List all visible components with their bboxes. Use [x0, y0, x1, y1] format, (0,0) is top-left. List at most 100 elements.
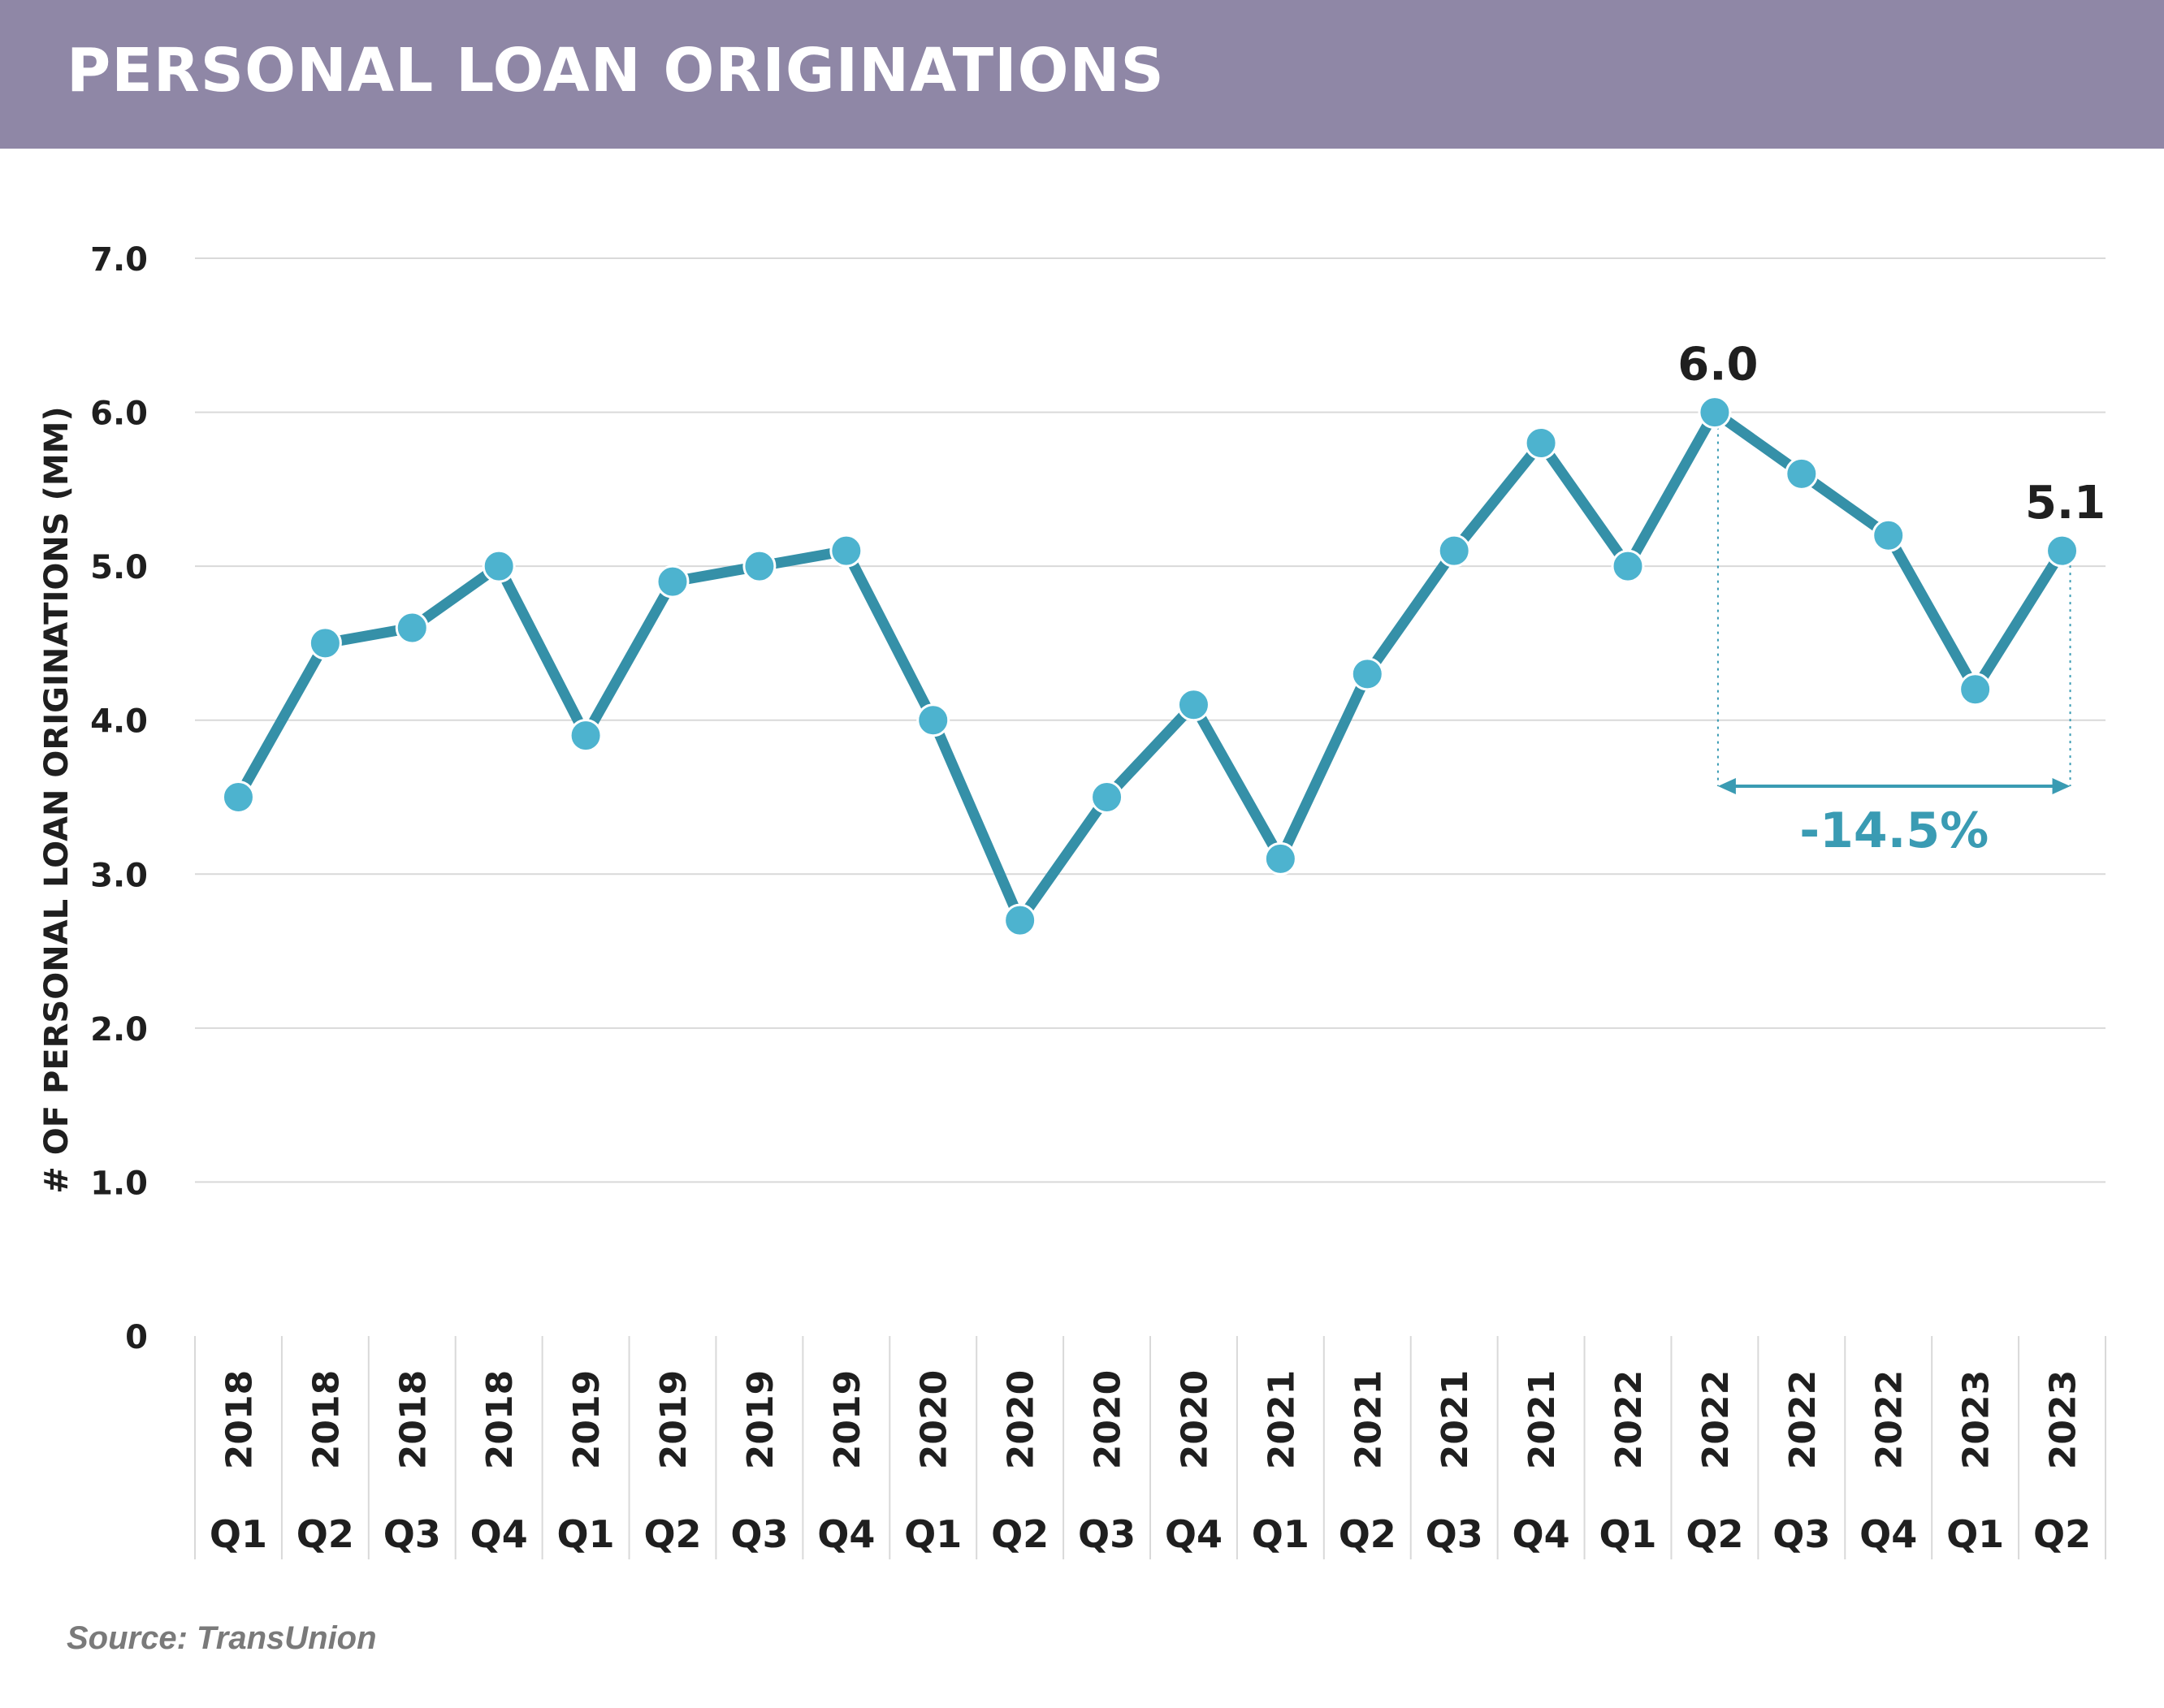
x-tick-year: 2019 [566, 1370, 608, 1469]
data-point [1350, 657, 1384, 691]
x-tick-year: 2019 [827, 1370, 868, 1469]
x-tick-quarter: Q3 [730, 1512, 788, 1556]
x-tick-quarter: Q4 [1513, 1512, 1570, 1556]
x-tick-year: 2020 [1088, 1370, 1129, 1469]
data-point [1611, 549, 1645, 583]
data-point [221, 780, 255, 814]
x-tick-year: 2022 [1608, 1370, 1650, 1469]
data-point [742, 549, 777, 583]
y-tick-label: 7.0 [90, 241, 148, 279]
y-axis-title: # OF PERSONAL LOAN ORIGINATIONS (MM) [38, 406, 76, 1193]
y-tick-label: 2.0 [90, 1011, 148, 1049]
x-tick-year: 2020 [914, 1370, 955, 1469]
series-line-segment [1188, 699, 1286, 864]
x-tick-quarter: Q4 [470, 1512, 528, 1556]
x-tick-quarter: Q2 [296, 1512, 354, 1556]
annotation-arrowhead-right [2052, 778, 2071, 794]
x-tick-quarter: Q2 [1339, 1512, 1396, 1556]
x-tick-year: 2018 [392, 1370, 434, 1469]
x-tick-quarter: Q1 [210, 1512, 267, 1556]
x-tick-year: 2021 [1435, 1370, 1476, 1469]
x-tick-quarter: Q1 [1599, 1512, 1656, 1556]
x-tick-quarter: Q3 [1772, 1512, 1830, 1556]
series-line-segment [1535, 437, 1634, 572]
x-tick-year: 2020 [1001, 1370, 1042, 1469]
annotation-percent-change: -14.5% [1799, 802, 1989, 859]
series-line-segment [1015, 792, 1113, 926]
series-line-segment [580, 576, 678, 742]
x-tick-quarter: Q3 [1078, 1512, 1136, 1556]
data-point [395, 611, 429, 645]
x-tick-quarter: Q4 [817, 1512, 875, 1556]
x-tick-year: 2021 [1348, 1370, 1389, 1469]
x-tick-year: 2021 [1521, 1370, 1563, 1469]
data-point [1263, 841, 1297, 876]
data-point [482, 549, 516, 583]
data-point [1437, 534, 1471, 568]
x-tick-year: 2023 [1956, 1370, 1997, 1469]
series-line-segment [1275, 668, 1373, 864]
x-tick-quarter: Q1 [1946, 1512, 2004, 1556]
data-point [2045, 534, 2080, 568]
data-point [569, 719, 603, 753]
y-tick-label: 6.0 [90, 396, 148, 433]
data-point [1698, 396, 1732, 430]
x-tick-year: 2022 [1782, 1370, 1824, 1469]
series-line-segment [841, 545, 939, 726]
y-tick-label: 0 [125, 1319, 148, 1356]
x-tick-year: 2018 [479, 1370, 521, 1469]
x-tick-quarter: Q4 [1165, 1512, 1223, 1556]
series-line-segment [928, 715, 1026, 926]
y-tick-label: 5.0 [90, 549, 148, 586]
x-tick-quarter: Q4 [1859, 1512, 1917, 1556]
x-tick-quarter: Q1 [557, 1512, 615, 1556]
series-line-segment [1796, 468, 1894, 541]
data-point [829, 534, 863, 568]
x-tick-year: 2022 [1869, 1370, 1911, 1469]
x-tick-year: 2023 [2043, 1370, 2084, 1469]
data-point [1090, 780, 1124, 814]
x-tick-quarter: Q3 [1426, 1512, 1483, 1556]
series-line-segment [1883, 530, 1981, 695]
x-tick-quarter: Q2 [991, 1512, 1049, 1556]
data-point [1524, 426, 1558, 460]
x-tick-year: 2018 [305, 1370, 347, 1469]
series-line-segment [1970, 545, 2068, 695]
series-line-segment [232, 638, 331, 802]
annotation-arrowhead-left [1717, 778, 1736, 794]
data-point [916, 703, 950, 737]
x-tick-year: 2021 [1261, 1370, 1302, 1469]
x-tick-year: 2019 [740, 1370, 781, 1469]
x-tick-year: 2018 [219, 1370, 260, 1469]
x-tick-quarter: Q2 [2033, 1512, 2091, 1556]
data-label: 5.1 [2025, 477, 2106, 530]
series-line-segment [493, 560, 591, 742]
data-point [1785, 456, 1819, 491]
data-point [1176, 688, 1210, 722]
series-line-segment [406, 560, 504, 633]
x-tick-quarter: Q1 [1252, 1512, 1309, 1556]
x-tick-year: 2022 [1695, 1370, 1737, 1469]
data-point [656, 564, 690, 599]
series-line-segment [1709, 407, 1807, 479]
y-tick-label: 4.0 [90, 703, 148, 741]
data-label: 6.0 [1677, 339, 1758, 391]
series-line-segment [1101, 699, 1199, 802]
source-note: Source: TransUnion [67, 1620, 377, 1656]
series-line-segment [1622, 407, 1720, 572]
title-banner: PERSONAL LOAN ORIGINATIONS [0, 0, 2164, 149]
y-tick-label: 1.0 [90, 1165, 148, 1202]
x-tick-quarter: Q2 [1686, 1512, 1743, 1556]
x-tick-year: 2019 [653, 1370, 695, 1469]
data-point [308, 626, 342, 660]
data-point [1958, 672, 1993, 707]
x-tick-quarter: Q3 [383, 1512, 441, 1556]
x-tick-year: 2020 [1174, 1370, 1215, 1469]
series-line-segment [1448, 437, 1547, 556]
x-tick-quarter: Q1 [904, 1512, 962, 1556]
data-point [1872, 518, 1906, 552]
chart-title: PERSONAL LOAN ORIGINATIONS [67, 36, 1165, 106]
y-tick-label: 3.0 [90, 857, 148, 894]
x-tick-quarter: Q2 [643, 1512, 701, 1556]
